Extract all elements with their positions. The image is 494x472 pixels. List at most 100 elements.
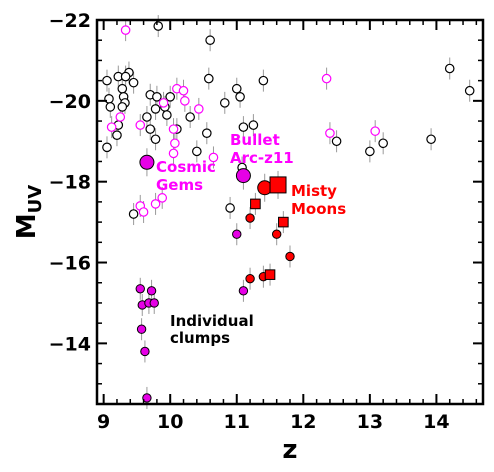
data-point-open bbox=[464, 85, 475, 96]
x-tick-label: 14 bbox=[423, 411, 449, 433]
data-point-open bbox=[135, 120, 146, 130]
data-point-open bbox=[202, 128, 212, 138]
y-axis-title-main: M bbox=[12, 213, 42, 239]
x-tick-label: 13 bbox=[357, 411, 383, 433]
y-axis-title-sub: UV bbox=[25, 185, 46, 214]
data-point-filled bbox=[285, 251, 295, 262]
data-point-square bbox=[250, 198, 261, 210]
data-point-square bbox=[278, 216, 289, 228]
annotation-bullet-line2: Arc-z11 bbox=[230, 149, 294, 167]
data-point-open bbox=[378, 138, 388, 149]
data-point-filled bbox=[140, 346, 150, 357]
data-point-open bbox=[444, 63, 455, 74]
data-point-open bbox=[331, 136, 342, 147]
data-point-open bbox=[426, 134, 436, 145]
y-tick-label: −14 bbox=[49, 333, 91, 355]
data-point-open bbox=[258, 75, 269, 86]
annotation-cosmic-line1: Cosmic bbox=[156, 158, 216, 176]
data-point-open bbox=[106, 122, 117, 132]
data-point-filled bbox=[139, 154, 155, 170]
data-point-open bbox=[117, 102, 128, 112]
data-point-open bbox=[128, 209, 139, 219]
data-point-open bbox=[150, 199, 161, 209]
annotation-bullet-line1: Bullet bbox=[230, 131, 280, 149]
annotation-misty-moons: Misty Moons bbox=[291, 182, 346, 218]
data-point-open bbox=[162, 110, 172, 120]
data-point-open bbox=[178, 85, 189, 96]
annotation-cosmic-gems: Cosmic Gems bbox=[156, 158, 216, 194]
data-point-open bbox=[138, 207, 149, 217]
data-point-filled bbox=[245, 213, 255, 223]
plot-frame bbox=[95, 18, 485, 406]
x-tick-label: 9 bbox=[97, 411, 110, 433]
data-point-open bbox=[192, 146, 202, 157]
data-point-open bbox=[248, 120, 259, 130]
data-point-filled bbox=[146, 286, 157, 296]
annotation-cosmic-line2: Gems bbox=[156, 176, 203, 194]
data-point-open bbox=[145, 124, 156, 134]
annotation-clumps-line1: Individual bbox=[170, 312, 254, 330]
data-point-open bbox=[102, 142, 112, 153]
data-point-filled bbox=[135, 284, 145, 294]
data-point-open bbox=[157, 193, 168, 203]
data-point-open bbox=[117, 83, 128, 94]
data-point-open bbox=[112, 130, 122, 140]
data-point-open bbox=[150, 134, 161, 145]
data-point-open bbox=[165, 92, 176, 102]
data-point-filled bbox=[149, 298, 159, 308]
data-point-filled bbox=[235, 168, 251, 184]
data-point-filled bbox=[238, 286, 249, 296]
y-tick-label: −16 bbox=[49, 253, 91, 275]
data-points bbox=[102, 21, 475, 403]
data-point-open bbox=[225, 203, 235, 213]
data-point-open bbox=[105, 102, 116, 112]
data-point-open bbox=[170, 138, 180, 149]
data-point-open bbox=[102, 75, 112, 86]
data-point-open bbox=[321, 73, 332, 84]
data-point-filled bbox=[245, 273, 255, 284]
data-point-open bbox=[153, 21, 164, 31]
data-point-open bbox=[365, 146, 375, 157]
annotation-bullet: Bullet Arc-z11 bbox=[230, 131, 294, 167]
x-tick-label: 12 bbox=[290, 411, 316, 433]
y-tick-label: −18 bbox=[49, 172, 91, 194]
data-point-open bbox=[152, 92, 162, 102]
data-point-open bbox=[142, 112, 152, 122]
data-point-open bbox=[370, 126, 380, 136]
data-point-square bbox=[269, 176, 287, 194]
data-point-open bbox=[150, 104, 161, 114]
data-point-filled bbox=[142, 393, 152, 403]
data-point-open bbox=[158, 98, 169, 108]
data-point-open bbox=[128, 77, 139, 88]
annotation-individual-clumps: Individual clumps bbox=[170, 312, 254, 347]
error-bars bbox=[106, 15, 471, 409]
y-tick-label: −20 bbox=[49, 91, 91, 113]
annotation-misty-line1: Misty bbox=[291, 182, 337, 200]
data-point-open bbox=[180, 96, 190, 106]
x-tick-label: 10 bbox=[157, 411, 183, 433]
data-point-square bbox=[264, 269, 276, 280]
data-point-open bbox=[120, 71, 131, 82]
data-point-open bbox=[204, 73, 214, 84]
axis-ticks: 9 10 11 12 13 14 −22 −20 −18 −16 −14 bbox=[49, 10, 483, 433]
data-point-filled bbox=[271, 229, 282, 239]
data-point-open bbox=[325, 128, 335, 138]
data-point-open bbox=[208, 152, 219, 163]
data-point-filled bbox=[232, 229, 242, 239]
x-tick-label: 11 bbox=[224, 411, 250, 433]
data-point-open bbox=[168, 148, 179, 159]
data-point-open bbox=[238, 122, 249, 132]
data-point-open bbox=[115, 112, 126, 122]
y-axis-title: MUV bbox=[12, 185, 46, 239]
data-point-filled bbox=[136, 324, 147, 334]
annotation-clumps-line2: clumps bbox=[170, 329, 230, 347]
data-point-open bbox=[194, 104, 204, 114]
data-point-open bbox=[205, 35, 215, 46]
data-point-open bbox=[235, 92, 245, 102]
data-point-open bbox=[168, 124, 179, 134]
data-point-open bbox=[185, 112, 195, 122]
y-tick-label: −22 bbox=[49, 10, 91, 32]
x-axis-title: z bbox=[282, 435, 297, 465]
data-point-open bbox=[219, 98, 230, 108]
